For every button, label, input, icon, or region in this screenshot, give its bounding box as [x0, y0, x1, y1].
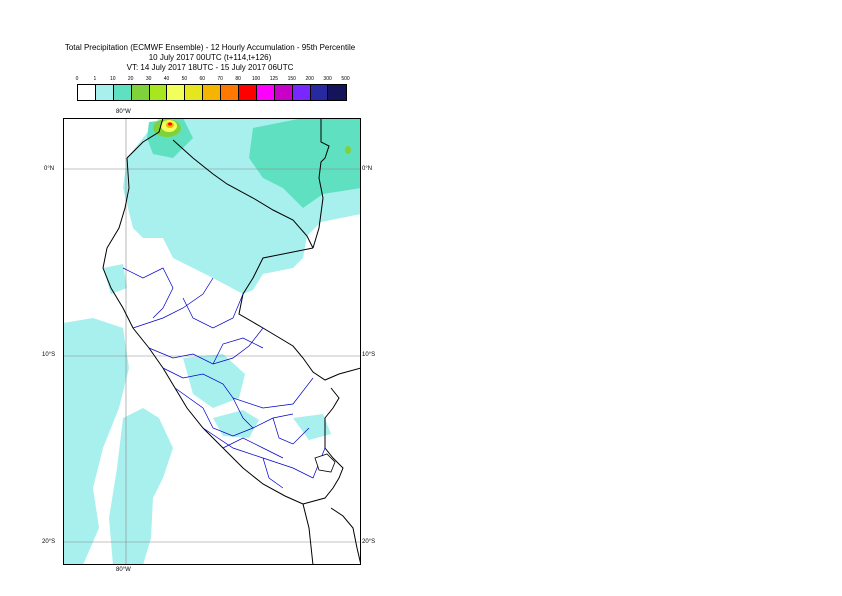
- legend-label: 150: [287, 76, 296, 82]
- legend-swatch: [274, 85, 293, 100]
- title-line-1: Total Precipitation (ECMWF Ensemble) - 1…: [64, 43, 356, 52]
- legend-swatch: [256, 85, 275, 100]
- legend-swatches: [77, 84, 348, 101]
- legend-label: 30: [145, 76, 152, 82]
- lat-label-20-left: 20°S: [42, 539, 56, 545]
- title-line-2: 10 July 2017 00UTC (t+114,t+126): [148, 53, 272, 62]
- legend-swatch: [328, 85, 347, 100]
- legend-label: 100: [251, 76, 261, 82]
- lat-label-0-right: 0°N: [362, 166, 373, 172]
- title-line-3: VT: 14 July 2017 18UTC - 15 July 2017 06…: [126, 63, 294, 72]
- legend-swatch: [310, 85, 329, 100]
- legend-label: 200: [305, 76, 314, 82]
- graticule: [63, 118, 361, 565]
- legend-label: 1: [93, 76, 97, 82]
- legend-label: 300: [323, 76, 332, 82]
- legend-swatch: [203, 85, 222, 100]
- region-borders: [122, 267, 326, 489]
- legend-label: 125: [269, 76, 279, 82]
- legend-label: 500: [341, 76, 350, 82]
- lon-label-bottom: 80°W: [116, 567, 131, 573]
- legend-label: 60: [199, 76, 206, 82]
- legend-swatch: [113, 85, 132, 100]
- legend-swatch: [221, 85, 240, 100]
- legend-label: 0: [75, 76, 79, 82]
- legend-swatch: [149, 85, 168, 100]
- lat-label-0-left: 0°N: [44, 166, 55, 172]
- legend-label: 40: [163, 76, 170, 82]
- legend-label: 80: [235, 76, 241, 82]
- legend-label: 20: [127, 76, 134, 82]
- map-frame: [63, 118, 361, 565]
- legend-swatch: [78, 85, 96, 100]
- map-panel: [63, 118, 361, 565]
- legend-label: 10: [110, 76, 116, 82]
- legend-swatch: [131, 85, 150, 100]
- legend-swatch: [239, 85, 257, 100]
- legend-label: 50: [181, 76, 188, 82]
- legend-swatch: [185, 85, 204, 100]
- map-canvas: [63, 118, 361, 565]
- lon-label-top: 80°W: [116, 109, 131, 115]
- lat-label-10-left: 10°S: [42, 352, 56, 358]
- legend-labels: 0 1 10 20 30 40 50 60 70 80 100 125 150 200 300 500: [76, 76, 356, 84]
- map-title: Total Precipitation (ECMWF Ensemble) - 1…: [0, 43, 420, 73]
- legend-swatch: [167, 85, 186, 100]
- lat-label-20-right: 20°S: [362, 539, 376, 545]
- lake-titicaca: [314, 453, 336, 473]
- legend-swatch: [292, 85, 311, 100]
- legend-swatch: [95, 85, 114, 100]
- lat-label-10-right: 10°S: [362, 352, 376, 358]
- precip-heavy-cells: [153, 119, 351, 154]
- color-legend: 0 1 10 20 30 40 50 60 70 80 100 125 150 200 300 500: [76, 76, 356, 101]
- legend-label: 70: [217, 76, 223, 82]
